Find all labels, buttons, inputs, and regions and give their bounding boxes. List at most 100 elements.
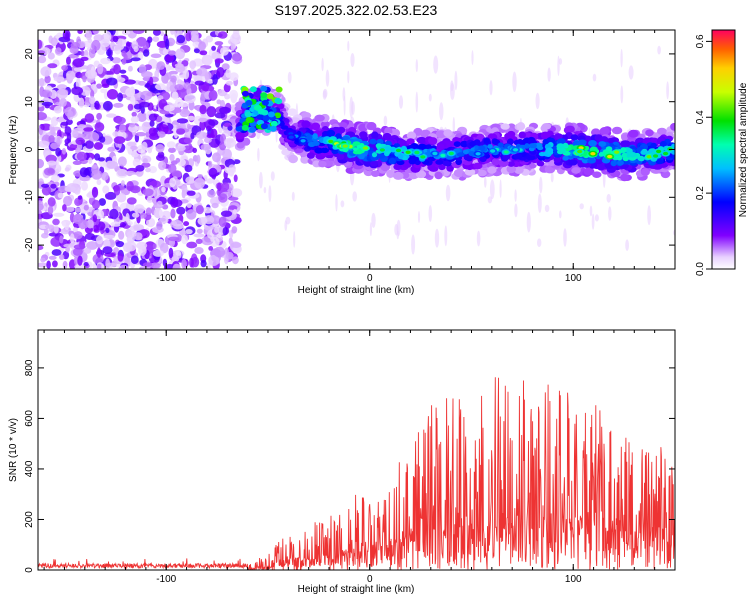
- heat-cell: [182, 145, 195, 154]
- heat-cell: [663, 151, 669, 156]
- heat-cell: [670, 123, 675, 131]
- y-tick-label: 800: [24, 359, 35, 376]
- y-tick-label: 400: [24, 460, 35, 477]
- heat-cell: [91, 199, 101, 209]
- heat-cell: [97, 63, 104, 75]
- heat-cell: [206, 133, 215, 139]
- heat-cell: [275, 86, 283, 93]
- heat-cell: [371, 152, 378, 158]
- heat-cell: [176, 128, 186, 135]
- snr-frame: [37, 329, 676, 571]
- heat-cell: [101, 171, 109, 181]
- heat-cell: [100, 57, 111, 65]
- heat-cell: [177, 79, 183, 85]
- heat-cell: [212, 152, 221, 163]
- heat-cell: [477, 169, 487, 177]
- heat-cell: [261, 99, 269, 106]
- heat-cell: [342, 144, 348, 148]
- heat-cell: [300, 155, 310, 164]
- heat-cell: [568, 159, 578, 166]
- heat-cell: [119, 124, 126, 133]
- heat-cell: [69, 233, 75, 244]
- heat-cell: [52, 218, 60, 226]
- heat-cell: [614, 150, 620, 154]
- snr-ticks: -100 0 100 0 200 400 600 800: [24, 330, 676, 585]
- heat-cell: [172, 263, 181, 269]
- heat-cell: [577, 149, 583, 154]
- heat-cell: [44, 75, 51, 84]
- heat-cell: [211, 202, 219, 209]
- heat-cell: [103, 234, 115, 239]
- heat-cell: [122, 30, 131, 35]
- heat-cell: [126, 197, 137, 205]
- heat-cell: [454, 70, 458, 91]
- heat-cell: [38, 112, 47, 121]
- heat-cell: [206, 262, 211, 269]
- colorbar: 0.0 0.2 0.4 0.6 Normalized spectral amplitu…: [695, 29, 749, 276]
- heat-cell: [428, 137, 438, 145]
- heat-cell: [59, 97, 67, 107]
- heat-cell: [65, 206, 75, 212]
- heat-cell: [40, 123, 52, 131]
- heat-cell: [260, 92, 268, 99]
- snr-ylabel: SNR (10 * v/v): [8, 418, 19, 482]
- heat-cell: [38, 203, 44, 211]
- heat-cell: [85, 90, 90, 97]
- heat-cell: [380, 163, 391, 172]
- heat-cell: [157, 131, 166, 138]
- heat-cell: [195, 205, 204, 215]
- heat-cell: [232, 256, 239, 265]
- y-tick-label: 10: [24, 96, 35, 108]
- heat-cell: [198, 117, 208, 123]
- heat-cell: [526, 154, 536, 161]
- heat-cell: [628, 129, 639, 138]
- heat-cell: [269, 125, 277, 132]
- heat-cell: [536, 160, 545, 167]
- heat-cell: [214, 58, 224, 64]
- heat-cell: [111, 57, 122, 64]
- heat-cell: [94, 153, 101, 161]
- heat-cell: [170, 30, 175, 35]
- heat-cell: [62, 204, 67, 212]
- x-tick-label: 100: [565, 574, 582, 585]
- heat-cell: [48, 135, 55, 143]
- heat-cell: [434, 228, 440, 248]
- heat-cell: [126, 235, 135, 244]
- heat-cell: [194, 247, 204, 254]
- heat-cell: [53, 212, 65, 217]
- heat-cell: [383, 115, 388, 126]
- heat-cell: [175, 145, 186, 152]
- heat-cell: [106, 113, 117, 118]
- heat-cell: [133, 46, 139, 53]
- heat-cell: [65, 70, 76, 81]
- heat-cell: [579, 203, 584, 210]
- heat-cell: [125, 212, 130, 224]
- heat-cell: [66, 56, 71, 65]
- heat-cell: [453, 169, 465, 178]
- heat-cell: [83, 262, 89, 267]
- heat-cell: [130, 116, 140, 123]
- heat-cell: [96, 179, 102, 186]
- heat-cell: [321, 57, 324, 72]
- heat-cell: [466, 155, 473, 162]
- heat-cell: [130, 145, 138, 150]
- heat-cell: [414, 160, 421, 166]
- heat-cell: [59, 235, 64, 244]
- x-tick-label: 0: [367, 574, 373, 585]
- heat-cell: [105, 227, 110, 233]
- heat-cell: [99, 136, 106, 143]
- heat-cell: [152, 243, 157, 250]
- heat-cell: [64, 106, 77, 118]
- heat-cell: [320, 147, 330, 154]
- heat-cell: [198, 41, 207, 51]
- heat-cell: [74, 207, 81, 213]
- heat-cell: [591, 213, 595, 230]
- heat-cell: [107, 146, 116, 152]
- heat-cell: [450, 80, 454, 92]
- heat-cell: [417, 143, 427, 150]
- heat-cell: [64, 167, 70, 172]
- heat-cell: [39, 77, 45, 87]
- heat-cell: [506, 165, 517, 174]
- heat-cell: [440, 153, 446, 158]
- heat-cell: [358, 154, 365, 160]
